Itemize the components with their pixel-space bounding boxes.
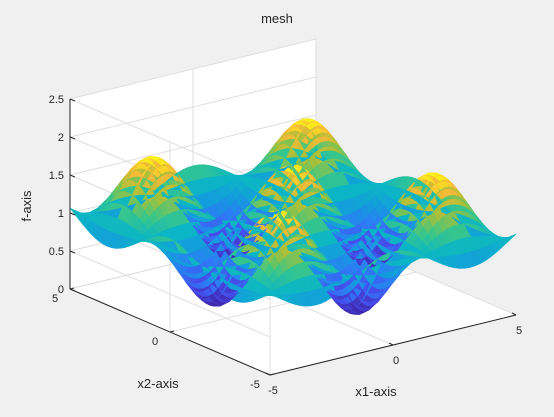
surface-patch bbox=[296, 292, 307, 307]
grid-line-z-left bbox=[69, 250, 271, 338]
surface-patch bbox=[449, 255, 460, 269]
x-axis-label: x1-axis bbox=[355, 384, 397, 399]
y-tick-label: -5 bbox=[250, 379, 260, 391]
chart-title: mesh bbox=[261, 11, 293, 26]
y-tick bbox=[169, 330, 175, 333]
grid-line-z-back bbox=[69, 38, 317, 100]
z-tick-label: 1 bbox=[58, 208, 64, 220]
z-tick bbox=[69, 136, 76, 140]
grid-line-z-back bbox=[69, 114, 317, 176]
y-tick bbox=[269, 373, 275, 376]
x-tick bbox=[511, 312, 517, 316]
z-tick-label: 2 bbox=[58, 132, 64, 144]
z-tick bbox=[69, 250, 76, 254]
z-tick-label: 0 bbox=[58, 284, 64, 296]
z-tick-label: 0.5 bbox=[49, 246, 64, 258]
x-tick bbox=[388, 342, 394, 346]
surface-patch bbox=[123, 237, 134, 248]
x-tick-label: -5 bbox=[268, 385, 278, 397]
surface-patch bbox=[210, 305, 221, 307]
surface-patch bbox=[248, 291, 259, 303]
z-axis-label: f-axis bbox=[19, 190, 34, 222]
z-tick bbox=[69, 212, 76, 216]
z-tick bbox=[69, 288, 76, 292]
z-tick bbox=[69, 174, 76, 178]
x-tick bbox=[265, 372, 271, 376]
z-tick-label: 2.5 bbox=[49, 94, 64, 106]
surface-mesh[interactable] bbox=[69, 118, 517, 315]
x-tick-label: 5 bbox=[516, 325, 522, 337]
z-tick-label: 1.5 bbox=[49, 170, 64, 182]
grid-line-z-back bbox=[69, 76, 317, 138]
y-axis-label: x2-axis bbox=[137, 376, 179, 391]
z-tick bbox=[69, 98, 76, 102]
surface-patch bbox=[350, 313, 361, 315]
y-tick-label: 5 bbox=[52, 293, 58, 305]
y-tick-label: 0 bbox=[152, 336, 158, 348]
grid-line-z-left bbox=[69, 98, 271, 186]
x-tick-label: 0 bbox=[393, 355, 399, 367]
